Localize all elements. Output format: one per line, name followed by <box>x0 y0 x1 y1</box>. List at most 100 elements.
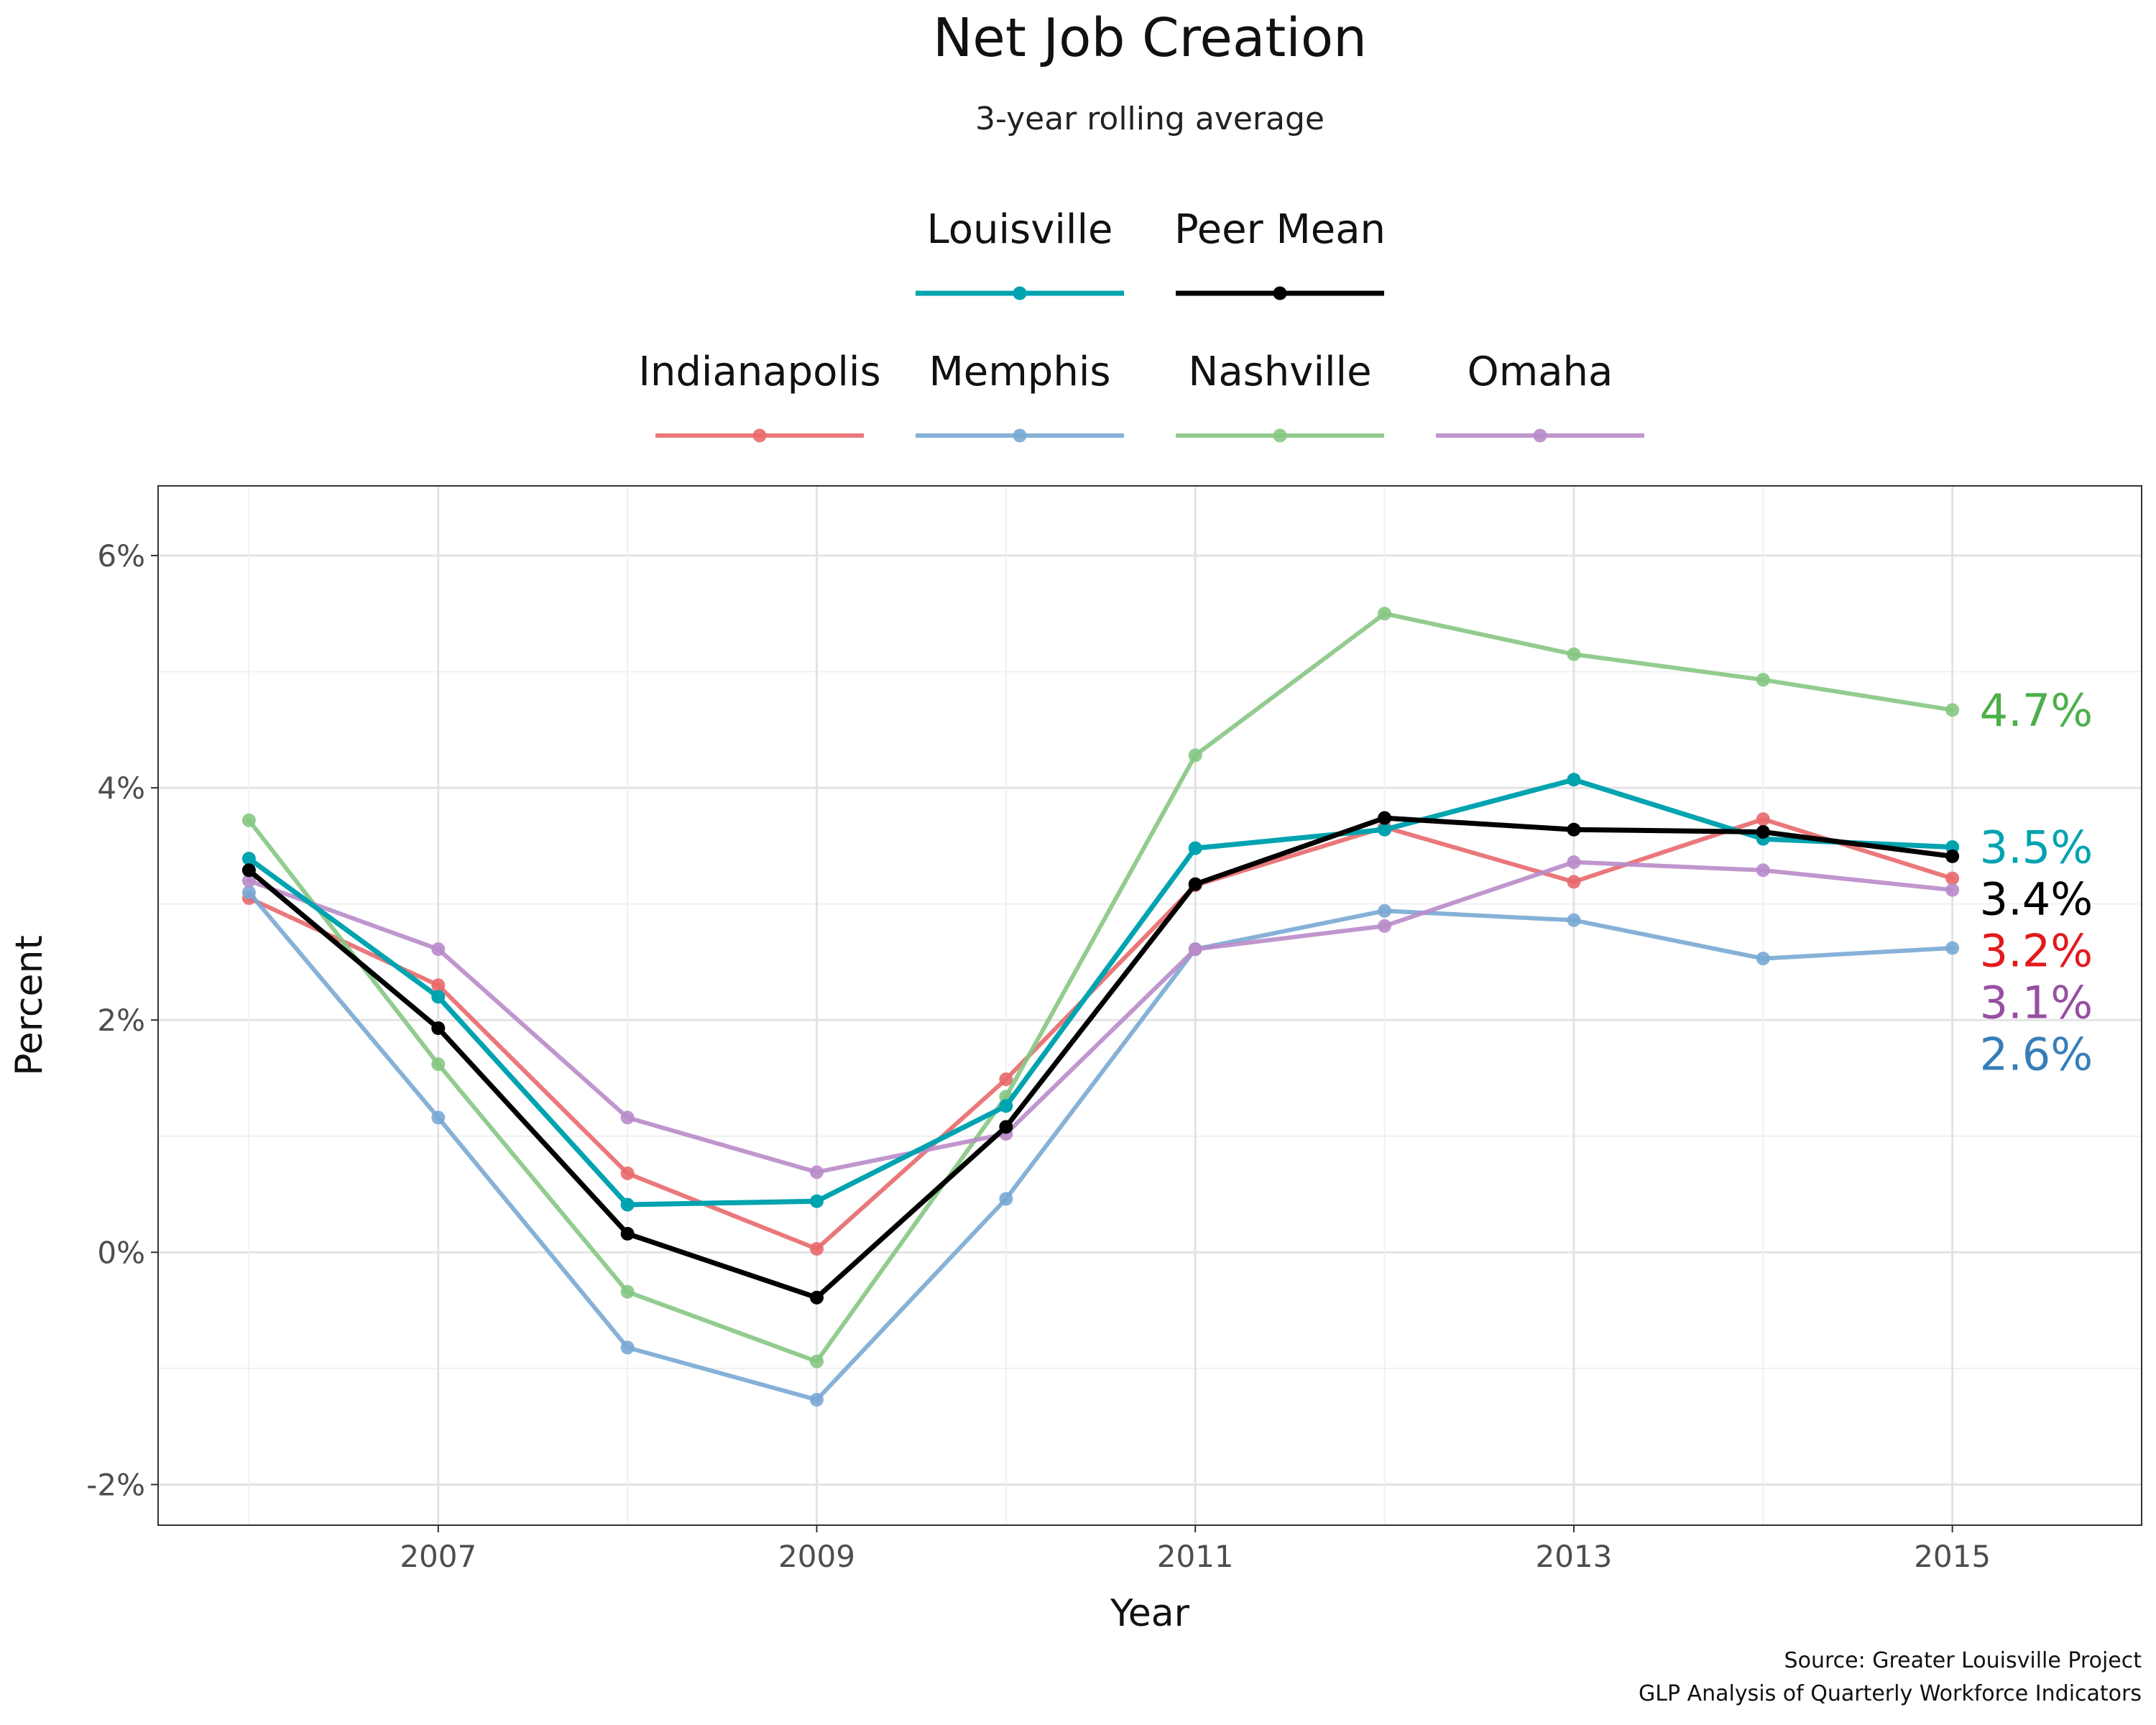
data-point-memphis <box>1567 913 1581 927</box>
plot-grid <box>158 486 2142 1525</box>
plot-frame <box>157 485 2142 1526</box>
end-label-nashville: 4.7% <box>1980 684 2093 737</box>
y-tick-label: 2% <box>97 1003 145 1038</box>
data-point-memphis <box>241 885 256 899</box>
x-axis: 2007 2009 2011 2013 2015 <box>400 1525 1991 1574</box>
end-label-omaha: 3.1% <box>1980 976 2093 1029</box>
legend-label-nashville: Nashville <box>1188 349 1371 395</box>
data-point-indianapolis <box>809 1241 824 1256</box>
y-tick-label: 0% <box>97 1235 145 1270</box>
data-point-omaha <box>1188 942 1202 957</box>
data-point-omaha <box>1756 863 1770 878</box>
legend-label-omaha: Omaha <box>1468 349 1613 395</box>
data-point-peer-mean <box>1567 822 1581 837</box>
x-tick-label: 2007 <box>400 1539 476 1574</box>
plot-series <box>241 607 1960 1407</box>
data-point-louisville <box>809 1194 824 1208</box>
data-point-indianapolis <box>1567 875 1581 889</box>
data-point-nashville <box>241 813 256 827</box>
y-tick-label: 4% <box>97 770 145 806</box>
data-point-peer-mean <box>620 1226 635 1241</box>
data-point-omaha <box>620 1110 635 1125</box>
data-point-peer-mean <box>431 1021 446 1036</box>
data-point-louisville <box>431 990 446 1004</box>
legend-label-peer-mean: Peer Mean <box>1174 206 1386 253</box>
data-point-indianapolis <box>620 1166 635 1180</box>
end-label-memphis: 2.6% <box>1980 1028 2093 1080</box>
y-axis-title: Percent <box>8 935 51 1076</box>
series-line-memphis <box>247 890 1955 1402</box>
data-point-nashville <box>1567 647 1581 661</box>
legend-key-point-peer-mean <box>1273 286 1287 300</box>
data-point-nashville <box>431 1057 446 1072</box>
data-point-indianapolis <box>999 1072 1013 1087</box>
chart-title: Net Job Creation <box>933 7 1367 69</box>
data-point-memphis <box>620 1340 635 1355</box>
data-point-memphis <box>1945 941 1960 955</box>
data-point-memphis <box>1378 903 1392 918</box>
series-line-louisville <box>246 777 1955 1208</box>
data-point-peer-mean <box>809 1290 824 1305</box>
x-tick-label: 2011 <box>1157 1539 1234 1574</box>
data-point-omaha <box>1945 883 1960 897</box>
x-tick-label: 2015 <box>1914 1539 1991 1574</box>
data-point-omaha <box>241 873 256 888</box>
data-point-peer-mean <box>1945 849 1960 863</box>
data-point-louisville <box>1378 822 1392 837</box>
series-line-nashville <box>247 611 1955 1364</box>
series-line-indianapolis <box>247 816 1955 1251</box>
data-point-louisville <box>999 1099 1013 1113</box>
x-tick-label: 2013 <box>1535 1539 1612 1574</box>
legend-key-point-indianapolis <box>752 428 767 443</box>
end-label-louisville: 3.5% <box>1980 821 2093 873</box>
end-labels: 4.7% 3.5%3.4%3.2%3.1%2.6% <box>1980 684 2093 1081</box>
data-point-louisville <box>1567 773 1581 787</box>
data-point-peer-mean <box>1756 824 1770 839</box>
legend-key-point-louisville <box>1013 286 1027 300</box>
data-point-indianapolis <box>1945 871 1960 886</box>
end-label-indianapolis: 3.2% <box>1980 924 2093 977</box>
data-point-louisville <box>241 852 256 866</box>
data-point-indianapolis <box>1756 812 1770 827</box>
series-line-peer-mean <box>246 815 1955 1300</box>
y-axis: -2% 0% 2% 4% 6% <box>86 538 158 1502</box>
end-label-peer-mean: 3.4% <box>1980 873 2093 925</box>
caption-source: Source: Greater Louisville Project <box>1784 1648 2142 1673</box>
legend-key-point-memphis <box>1013 428 1027 443</box>
legend-label-memphis: Memphis <box>929 349 1110 395</box>
data-point-peer-mean <box>1378 811 1392 825</box>
data-point-omaha <box>809 1165 824 1179</box>
data-point-memphis <box>1756 952 1770 966</box>
y-tick-label: 6% <box>97 538 145 574</box>
data-point-nashville <box>809 1354 824 1368</box>
legend-key-point-nashville <box>1273 428 1287 443</box>
data-point-peer-mean <box>241 863 256 878</box>
legend-key-point-omaha <box>1533 428 1547 443</box>
series-line-omaha <box>247 860 1955 1174</box>
data-point-nashville <box>1756 673 1770 687</box>
data-point-louisville <box>620 1197 635 1212</box>
legend: Louisville Peer Mean Indianapolis Memphis Na… <box>638 206 1644 443</box>
data-point-louisville <box>1188 841 1202 855</box>
data-point-nashville <box>1188 748 1202 763</box>
data-point-nashville <box>1378 607 1392 621</box>
data-point-omaha <box>1567 855 1581 869</box>
legend-label-louisville: Louisville <box>927 206 1113 253</box>
y-tick-label: -2% <box>86 1467 145 1502</box>
chart-subtitle: 3-year rolling average <box>975 101 1325 137</box>
x-tick-label: 2009 <box>778 1539 855 1574</box>
data-point-memphis <box>431 1110 446 1125</box>
data-point-omaha <box>1378 919 1392 933</box>
x-axis-title: Year <box>1110 1592 1190 1635</box>
legend-label-indianapolis: Indianapolis <box>638 349 880 395</box>
data-point-peer-mean <box>999 1120 1013 1134</box>
data-point-omaha <box>431 942 446 957</box>
data-point-memphis <box>809 1393 824 1407</box>
data-point-peer-mean <box>1188 877 1202 891</box>
caption-analysis: GLP Analysis of Quarterly Workforce Indi… <box>1639 1681 2142 1706</box>
data-point-memphis <box>999 1192 1013 1206</box>
data-point-indianapolis <box>431 978 446 993</box>
data-point-nashville <box>1945 703 1960 717</box>
data-point-nashville <box>620 1284 635 1299</box>
